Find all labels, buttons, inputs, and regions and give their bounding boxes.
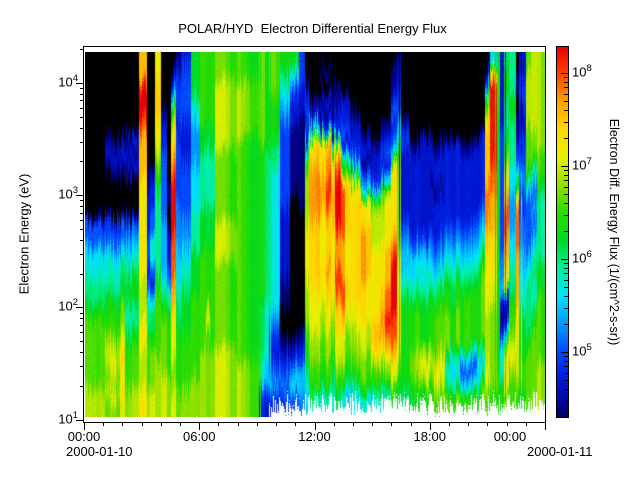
x-tick-label: 12:00 [298,429,331,444]
y-tick-label: 103 [58,185,78,202]
x-tick-label: 06:00 [182,429,216,444]
colorbar-tick-label: 107 [572,155,592,173]
x-tick-label: 00:00 [493,429,527,444]
colorbar-tick-label: 108 [572,63,592,80]
colorbar-frame [556,46,569,418]
chart-title: POLAR/HYD Electron Differential Energy F… [178,21,447,36]
x-tick-label: 18:00 [413,429,447,444]
colorbar-tick-label: 106 [572,248,592,266]
y-tick-label: 101 [58,409,78,427]
x-tick-label: 00:00 [67,429,101,444]
y-tick-label: 104 [58,72,78,90]
y-tick-label: 102 [58,297,78,314]
start-date-label: 2000-01-10 [66,444,133,459]
colorbar-label: Electron Diff. Energy Flux (1/(cm^2-s-sr… [607,118,621,346]
colorbar-tick-label: 105 [572,341,592,359]
plot-frame [83,46,546,423]
y-axis-label: Electron Energy (eV) [16,173,32,295]
end-date-label: 2000-01-11 [527,444,593,459]
